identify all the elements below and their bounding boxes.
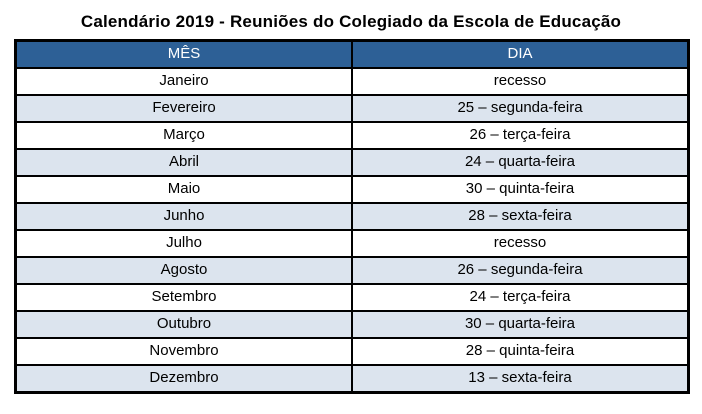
page-title: Calendário 2019 - Reuniões do Colegiado … [80,12,622,31]
table-header-row: MÊS DIA [14,39,690,69]
table-cell-dia: 25 – segunda-feira [351,94,690,123]
table-row: Julho recesso [14,229,690,258]
table-row: Maio 30 – quinta-feira [14,175,690,204]
table-cell-dia: 28 – sexta-feira [351,202,690,231]
table-cell-mes: Novembro [14,337,353,366]
table-row: Janeiro recesso [14,67,690,96]
table-body: Janeiro recesso Fevereiro 25 – segunda-feir… [14,67,690,394]
table-cell-mes: Janeiro [14,67,353,96]
column-header-dia: DIA [351,39,690,69]
table-cell-mes: Setembro [14,283,353,312]
table-row: Agosto 26 – segunda-feira [14,256,690,285]
table-row: Abril 24 – quarta-feira [14,148,690,177]
table-cell-dia: 30 – quarta-feira [351,310,690,339]
table-row: Dezembro 13 – sexta-feira [14,364,690,394]
table-cell-dia: 24 – quarta-feira [351,148,690,177]
table-cell-mes: Julho [14,229,353,258]
table-row: Outubro 30 – quarta-feira [14,310,690,339]
table-row: Fevereiro 25 – segunda-feira [14,94,690,123]
table-cell-dia: 28 – quinta-feira [351,337,690,366]
table-cell-mes: Fevereiro [14,94,353,123]
table-header: MÊS DIA [14,39,690,69]
table-cell-dia: 26 – terça-feira [351,121,690,150]
column-header-mes: MÊS [14,39,353,69]
table-cell-mes: Março [14,121,353,150]
calendar-table: MÊS DIA Janeiro recesso Fevereiro 25 – segu… [14,39,690,394]
table-row: Novembro 28 – quinta-feira [14,337,690,366]
table-cell-mes: Agosto [14,256,353,285]
table-cell-dia: 30 – quinta-feira [351,175,690,204]
table-cell-mes: Junho [14,202,353,231]
table-row: Março 26 – terça-feira [14,121,690,150]
table-cell-dia: recesso [351,229,690,258]
table-cell-dia: 24 – terça-feira [351,283,690,312]
table-row: Setembro 24 – terça-feira [14,283,690,312]
table-cell-dia: recesso [351,67,690,96]
table-row: Junho 28 – sexta-feira [14,202,690,231]
table-cell-dia: 26 – segunda-feira [351,256,690,285]
table-cell-mes: Abril [14,148,353,177]
table-cell-mes: Maio [14,175,353,204]
table-cell-mes: Outubro [14,310,353,339]
table-cell-dia: 13 – sexta-feira [351,364,690,394]
table-cell-mes: Dezembro [14,364,353,394]
